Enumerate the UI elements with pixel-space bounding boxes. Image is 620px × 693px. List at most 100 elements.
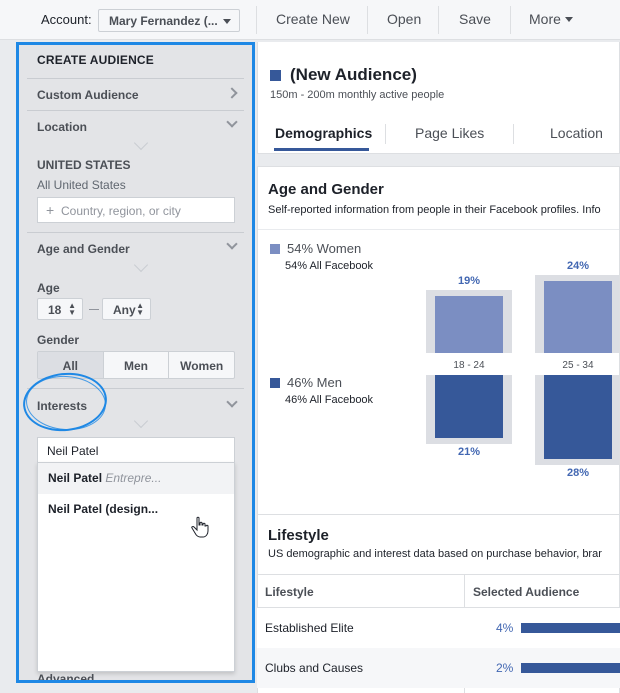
men-bar (544, 375, 612, 459)
chevron-down-icon (226, 238, 238, 250)
age-range-label: 25 - 34 (562, 360, 594, 371)
age-max-value: Any (113, 303, 136, 317)
divider (367, 6, 368, 34)
women-all-facebook: 54% All Facebook (285, 260, 374, 272)
country-name: UNITED STATES (37, 158, 131, 172)
gender-all-button[interactable]: All (38, 352, 103, 378)
section-notch (133, 135, 149, 151)
suggestion-name: Neil Patel (48, 502, 103, 516)
lifestyle-name: Clubs and Causes (265, 661, 364, 675)
create-new-button[interactable]: Create New (276, 11, 350, 27)
gender-women-button[interactable]: Women (168, 352, 234, 378)
hand-cursor-icon (191, 516, 209, 538)
gender-men-button[interactable]: Men (102, 352, 169, 378)
divider (513, 124, 514, 144)
account-select[interactable]: Mary Fernandez (... (98, 9, 240, 32)
active-tab-indicator (274, 148, 369, 151)
account-label: Account: (41, 12, 92, 27)
location-input[interactable]: + Country, region, or city (37, 197, 235, 223)
audience-title: (New Audience) (290, 65, 417, 84)
chevron-down-icon (226, 116, 238, 128)
custom-audience-row[interactable]: Custom Audience (27, 78, 244, 110)
men-bar (435, 375, 503, 438)
age-gender-section-header[interactable]: Age and Gender (27, 232, 244, 273)
men-data-label: 21% (458, 446, 480, 458)
age-gender-chart: 18 - 24 19% 21% 25 - 34 24% 28% (418, 260, 619, 479)
lifestyle-percent: 4% (496, 621, 514, 635)
interests-search-input[interactable]: Neil Patel (37, 437, 235, 463)
age-gender-subtitle: Self-reported information from people in… (268, 204, 601, 216)
account-value: Mary Fernandez (... (109, 14, 218, 28)
lifestyle-table-header: Lifestyle Selected Audience (257, 574, 620, 608)
age-max-select[interactable]: Any ▲ ▼ (102, 298, 151, 320)
location-placeholder: Country, region, or city (61, 204, 181, 218)
audience-color-square (270, 70, 281, 81)
open-button[interactable]: Open (387, 11, 422, 27)
men-percentage: 46% Men (287, 375, 342, 390)
age-gender-title: Age and Gender (268, 181, 384, 198)
country-subtext: All United States (37, 178, 126, 192)
age-range-label: 18 - 24 (453, 360, 485, 371)
gender-label: Gender (37, 333, 80, 347)
lifestyle-title: Lifestyle (268, 527, 329, 544)
chevron-down-icon (564, 17, 573, 22)
tab-location[interactable]: Location (550, 125, 603, 141)
audience-insights-main: (New Audience) 150m - 200m monthly activ… (257, 42, 620, 693)
suggestion-detail: Entrepre... (105, 471, 162, 485)
up-down-arrows-icon: ▲ ▼ (136, 301, 144, 317)
age-gender-card: Age and Gender Self-reported information… (257, 166, 620, 538)
divider (256, 6, 257, 34)
divider (258, 229, 619, 230)
age-gender-label: Age and Gender (37, 242, 130, 256)
lifestyle-bar (521, 663, 620, 673)
advanced-section-label[interactable]: Advanced (37, 672, 95, 683)
age-range-dash (89, 309, 99, 310)
chevron-down-icon (223, 19, 231, 24)
top-toolbar: Account: Mary Fernandez (... Create New … (0, 0, 620, 40)
column-header-lifestyle: Lifestyle (265, 585, 314, 599)
up-down-arrows-icon: ▲ ▼ (68, 301, 76, 317)
divider (385, 124, 386, 144)
lifestyle-percent: 2% (496, 661, 514, 675)
age-strip (418, 353, 520, 375)
suggestion-item[interactable]: Neil Patel (design... (38, 494, 234, 525)
suggestion-detail: (design... (105, 502, 159, 516)
men-legend-square (270, 378, 280, 388)
divider (438, 6, 439, 34)
chevron-down-icon (226, 396, 238, 408)
age-label: Age (37, 281, 60, 295)
section-notch (133, 413, 149, 429)
women-percentage: 54% Women (287, 241, 362, 256)
custom-audience-label: Custom Audience (37, 88, 139, 102)
women-data-label: 19% (458, 275, 480, 287)
suggestion-item[interactable]: Neil Patel Entrepre... (38, 463, 234, 494)
save-button[interactable]: Save (459, 11, 491, 27)
audience-header-card: (New Audience) 150m - 200m monthly activ… (257, 42, 620, 154)
interests-suggestions-dropdown: Neil Patel Entrepre... Neil Patel (desig… (37, 462, 235, 672)
column-header-selected-audience: Selected Audience (473, 585, 580, 599)
more-label: More (529, 11, 561, 27)
tab-demographics[interactable]: Demographics (275, 125, 373, 141)
interests-label: Interests (37, 399, 88, 413)
interests-section-header[interactable]: Interests (27, 388, 244, 429)
panel-title: CREATE AUDIENCE (37, 53, 155, 67)
suggestion-name: Neil Patel (48, 471, 103, 485)
lifestyle-name: Established Elite (265, 621, 354, 635)
gender-toggle-group: All Men Women (37, 351, 235, 379)
age-min-value: 18 (48, 303, 62, 317)
men-all-facebook: 46% All Facebook (285, 394, 374, 406)
women-data-label: 24% (567, 260, 589, 272)
more-button[interactable]: More (529, 11, 573, 27)
tab-page-likes[interactable]: Page Likes (415, 125, 485, 141)
lifestyle-subtitle: US demographic and interest data based o… (268, 548, 602, 560)
age-strip (527, 353, 619, 375)
women-bar (544, 281, 612, 353)
section-notch (133, 257, 149, 273)
table-row: Established Elite 4% (257, 608, 620, 648)
age-min-select[interactable]: 18 ▲ ▼ (37, 298, 83, 320)
women-legend-square (270, 244, 280, 254)
lifestyle-bar (521, 623, 620, 633)
location-section-header[interactable]: Location (27, 110, 244, 151)
women-bar (435, 296, 503, 353)
table-row: Clubs and Causes 2% (257, 648, 620, 688)
